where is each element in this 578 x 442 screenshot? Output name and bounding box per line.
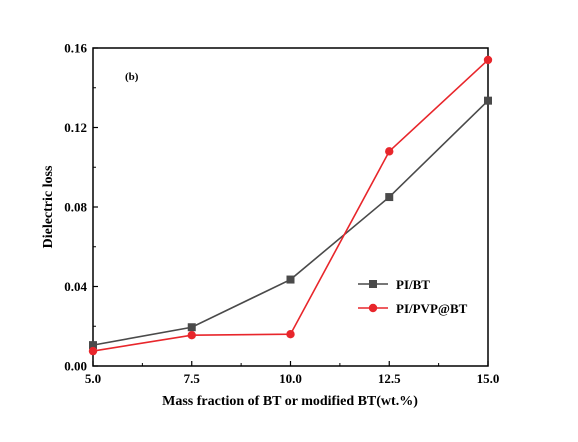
y-axis-ticks: 0.00 0.04 0.08 0.12 0.16 (64, 41, 98, 374)
x-axis-ticks: 5.0 7.5 10.0 12.5 15.0 (85, 361, 500, 386)
legend: PI/BT PI/PVP@BT (358, 277, 468, 316)
data-point-pi-bt (89, 341, 97, 350)
data-point-pi-pvp-bt (483, 55, 493, 65)
data-point-pi-bt (484, 96, 492, 105)
x-tick-label: 5.0 (85, 371, 101, 386)
y-tick-label: 0.08 (64, 200, 87, 215)
data-point-pi-bt (286, 275, 295, 284)
panel-label: (b) (125, 71, 139, 83)
y-tick-label: 0.00 (64, 359, 87, 374)
data-point-pi-pvp-bt (187, 330, 196, 340)
plot-frame (92, 47, 489, 367)
y-tick-label: 0.12 (64, 120, 87, 135)
data-point-pi-pvp-bt (88, 346, 98, 356)
y-axis-label: Dielectric loss (41, 165, 56, 248)
data-point-pi-bt (385, 193, 394, 202)
x-tick-label: 12.5 (378, 371, 401, 386)
legend-label-pi-bt: PI/BT (396, 277, 430, 292)
legend-marker-pi-bt (369, 280, 377, 288)
y-tick-label: 0.04 (64, 279, 87, 294)
data-point-pi-pvp-bt (385, 147, 394, 156)
x-tick-label: 15.0 (477, 371, 500, 386)
x-tick-label: 7.5 (184, 371, 201, 386)
legend-label-pi-pvp-bt: PI/PVP@BT (396, 301, 468, 316)
data-point-pi-bt (187, 323, 196, 332)
x-tick-label: 10.0 (279, 371, 302, 386)
x-axis-label: Mass fraction of BT or modified BT(wt.%) (162, 394, 418, 409)
series-layer (88, 55, 493, 356)
legend-marker-pi-pvp-bt (368, 303, 378, 313)
y-tick-label: 0.16 (64, 41, 87, 56)
data-point-pi-pvp-bt (286, 330, 295, 339)
